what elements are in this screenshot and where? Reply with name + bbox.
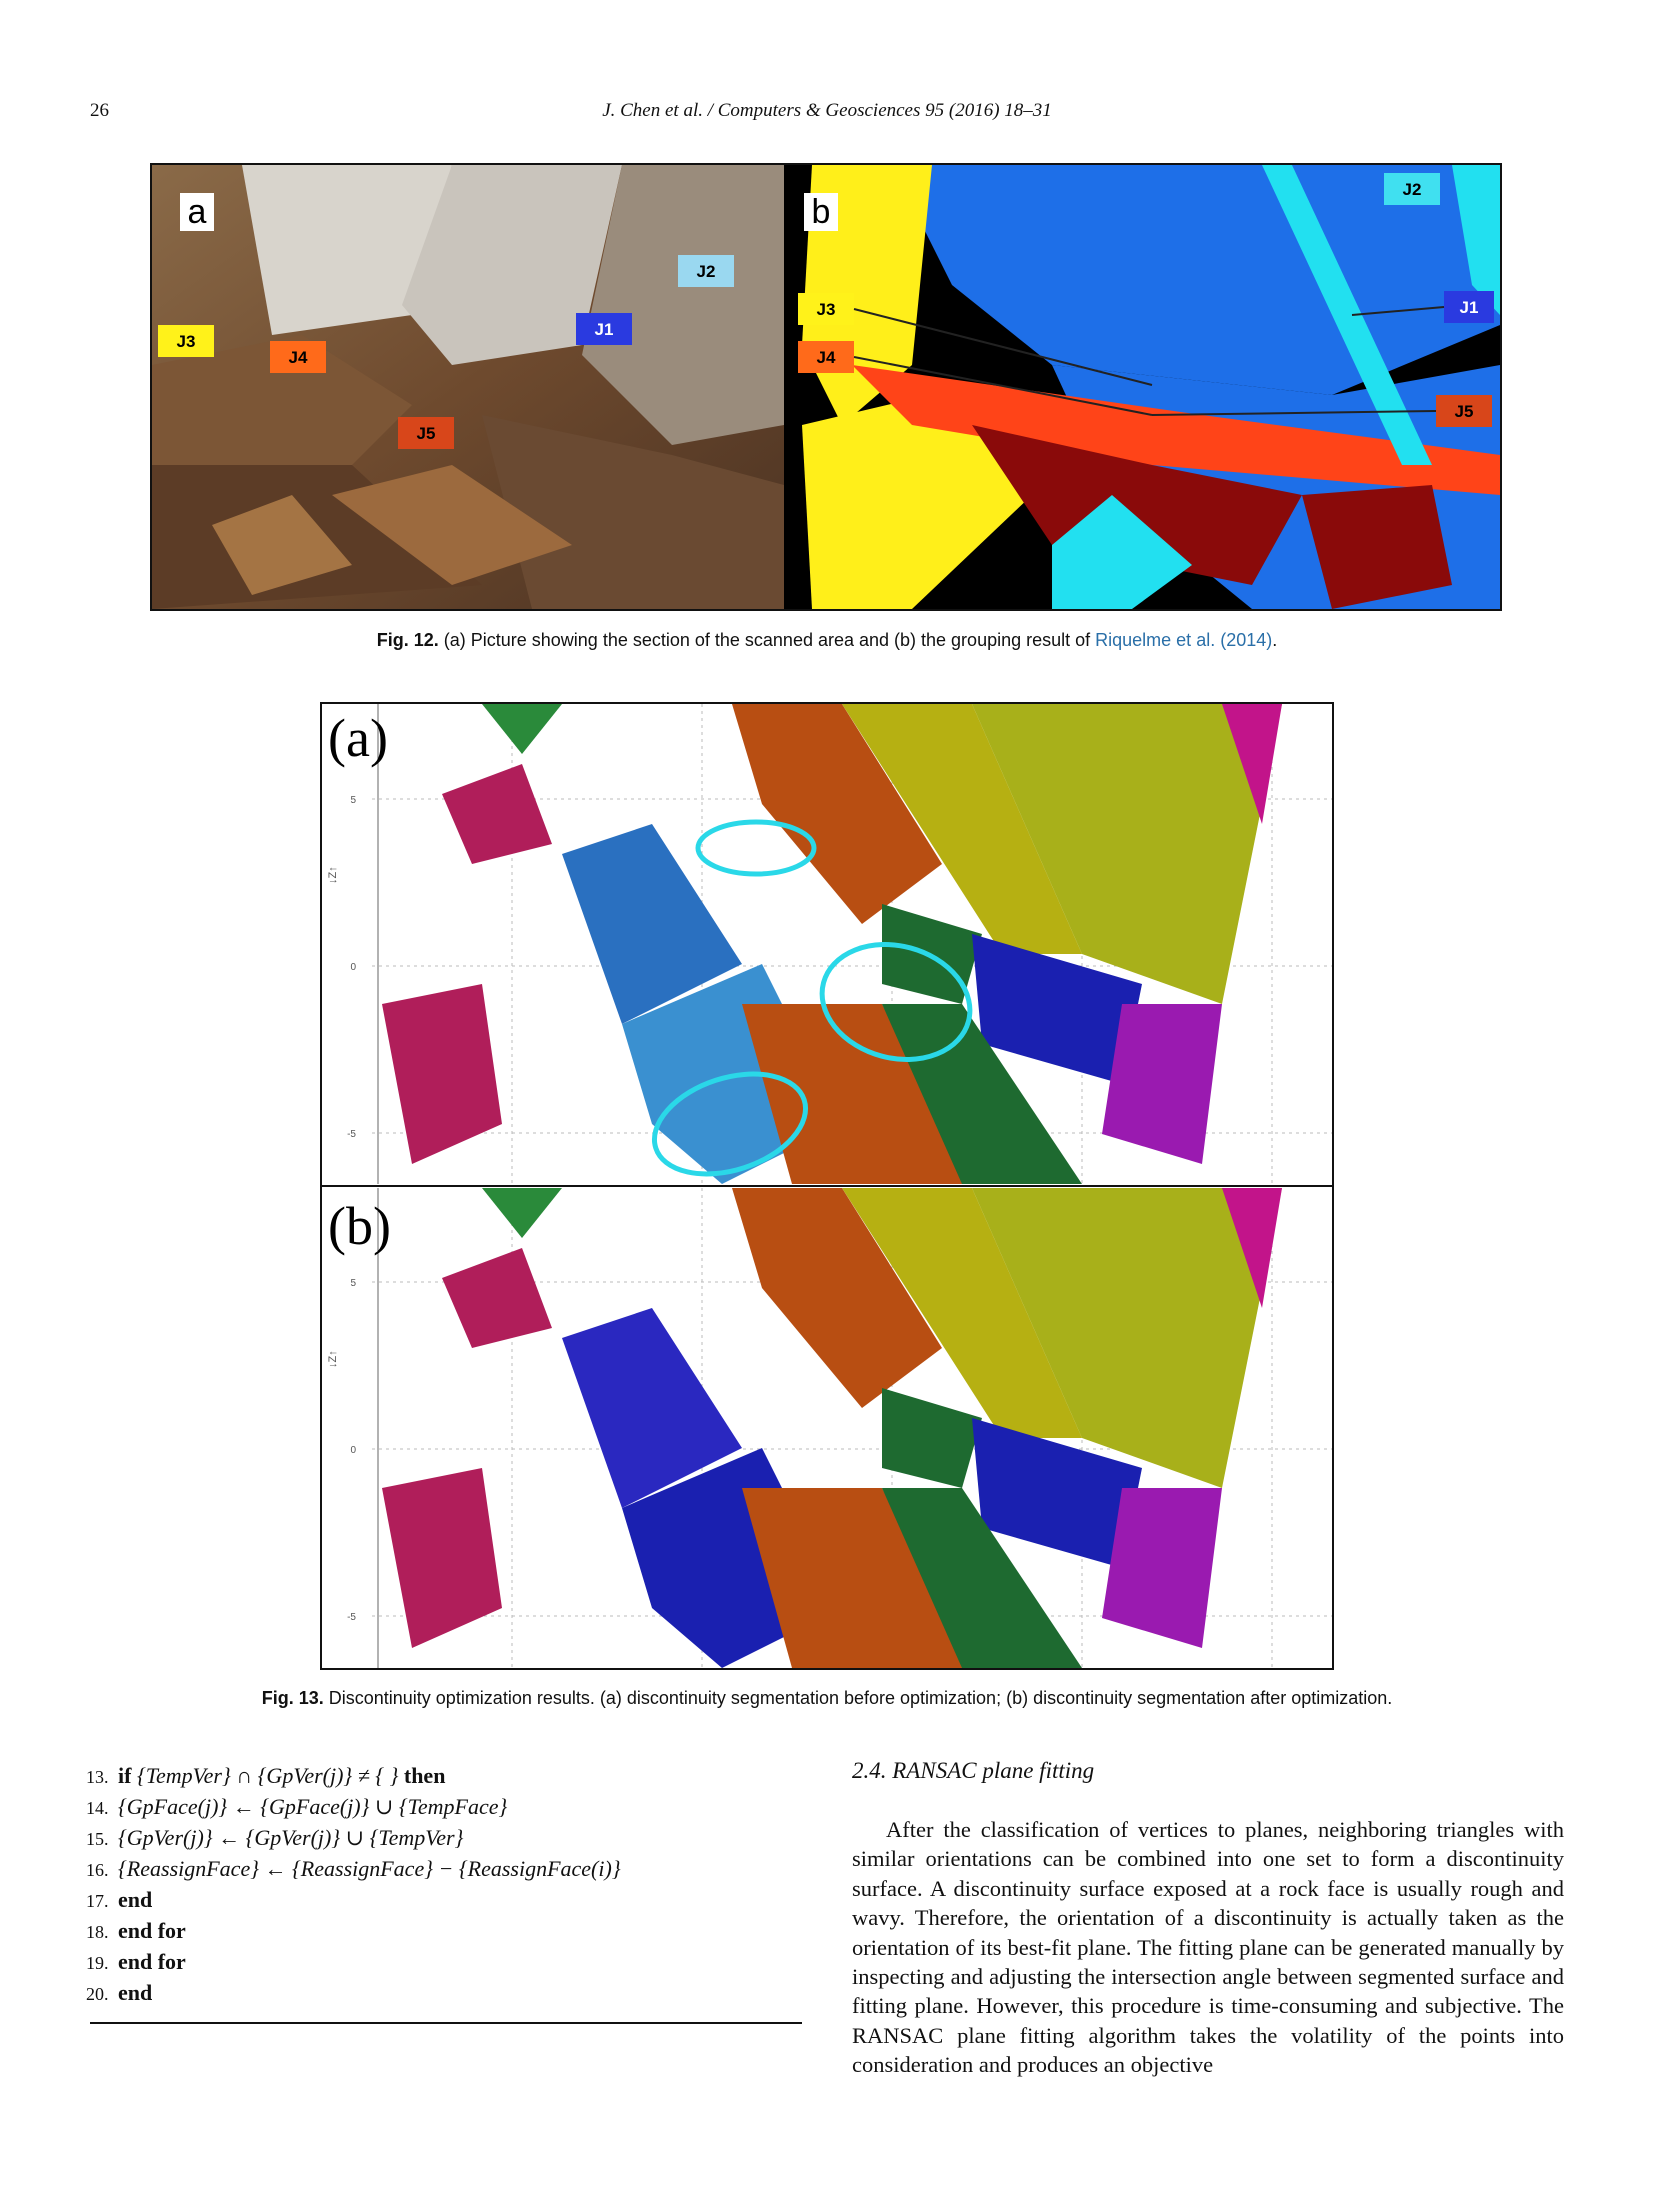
figure-13-image: (a) 5 0 -5 ↓Z↑ [322,704,1332,1668]
algorithm-line: 15. {GpVer(j)} ← {GpVer(j)} ∪ {TempVer} [86,1822,802,1853]
fig13a-tick-0: 0 [350,962,356,973]
algorithm-listing: 13. if {TempVer} ∩ {GpVer(j)} ≠ { } then 1… [86,1760,802,2008]
algorithm-line-number: 20. [86,1984,109,2004]
algorithm-statement: {ReassignFace} ← {ReassignFace} − {Reass… [118,1856,621,1881]
label-b-j2: J2 [1403,180,1422,199]
figure-12: a b J3 J4 J5 J1 J2 J2 J1 J3 J4 J5 [150,163,1502,611]
panel-b-label: b [812,193,831,231]
fig13b-tick-neg5: -5 [347,1612,356,1623]
algorithm-line-number: 13. [86,1767,109,1787]
label-b-j1: J1 [1460,298,1479,317]
algorithm-statement: {TempVer} ∩ {GpVer(j)} ≠ { } [131,1763,404,1788]
figure-12-caption: Fig. 12. (a) Picture showing the section… [0,630,1654,651]
algorithm-line: 16. {ReassignFace} ← {ReassignFace} − {Re… [86,1853,802,1884]
algorithm-line-number: 15. [86,1829,109,1849]
figure-12-citation-link[interactable]: Riquelme et al. (2014) [1095,630,1273,650]
figure-13-caption-label: Fig. 13. [261,1688,324,1708]
panel-a-label-box [180,193,214,231]
page-number: 26 [90,100,109,121]
figure-12-image: a b J3 J4 J5 J1 J2 J2 J1 J3 J4 J5 [152,165,1500,609]
label-a-j4: J4 [289,348,308,367]
journal-header: J. Chen et al. / Computers & Geosciences… [602,100,1052,121]
label-a-j2: J2 [697,262,716,281]
panel-a-photo [152,165,784,609]
section-body: After the classification of vertices to … [852,1815,1564,2080]
fig13b-tick-0: 0 [350,1445,356,1456]
figure-13-caption-text: Discontinuity optimization results. (a) … [323,1688,1393,1708]
algorithm-line: 18. end for [86,1915,802,1946]
algorithm-statement: {GpVer(j)} ← {GpVer(j)} ∪ {TempVer} [118,1825,464,1850]
panel-a-segmentation: (a) 5 0 -5 ↓Z↑ [327,704,1332,1184]
algorithm-keyword: if [118,1763,132,1788]
algorithm-line-number: 19. [86,1953,109,1973]
algorithm-keyword: end [118,1887,153,1912]
panel-b-segmentation: (b) 5 0 -5 ↓Z↑ [327,1188,1332,1668]
algorithm-keyword: end for [118,1949,186,1974]
panel-b-label-box [804,193,838,231]
section-title: 2.4. RANSAC plane fitting [852,1758,1095,1783]
algorithm-line: 20. end [86,1977,802,2008]
algorithm-line: 19. end for [86,1946,802,1977]
algorithm-statement: {GpFace(j)} ← {GpFace(j)} ∪ {TempFace} [118,1794,508,1819]
algorithm-keyword: end for [118,1918,186,1943]
algorithm-line: 17. end [86,1884,802,1915]
figure-12-caption-text: (a) Picture showing the section of the s… [438,630,1096,650]
fig13-panel-a-label: (a) [328,708,388,768]
algorithm-line: 13. if {TempVer} ∩ {GpVer(j)} ≠ { } then [86,1760,802,1791]
figure-12-caption-end: . [1272,630,1278,650]
label-b-j5: J5 [1455,402,1474,421]
panel-b-grouping [784,165,1500,609]
label-a-j1: J1 [595,320,614,339]
figure-12-caption-label: Fig. 12. [376,630,439,650]
algorithm-line-number: 16. [86,1860,109,1880]
panel-a-label: a [188,193,207,231]
algorithm-line-number: 17. [86,1891,109,1911]
fig13-panel-b-label: (b) [328,1196,391,1256]
figure-13-caption: Fig. 13. Discontinuity optimization resu… [0,1688,1654,1709]
label-a-j5: J5 [417,424,436,443]
section-paragraph: After the classification of vertices to … [852,1817,1564,2078]
fig13a-tick-5: 5 [350,795,356,806]
figure-13: (a) 5 0 -5 ↓Z↑ [320,702,1334,1670]
fig13a-tick-neg5: -5 [347,1129,356,1140]
label-b-j4: J4 [817,348,836,367]
algorithm-bottom-rule [90,2022,802,2024]
fig13a-axis-label: ↓Z↑ [327,866,339,884]
fig13b-axis-label: ↓Z↑ [327,1350,339,1368]
algorithm-line: 14. {GpFace(j)} ← {GpFace(j)} ∪ {TempFace… [86,1791,802,1822]
algorithm-line-number: 18. [86,1922,109,1942]
algorithm-keyword: then [403,1763,446,1788]
fig13b-tick-5: 5 [350,1278,356,1289]
algorithm-keyword: end [118,1980,153,2005]
label-b-j3: J3 [817,300,836,319]
algorithm-line-number: 14. [86,1798,109,1818]
label-a-j3: J3 [177,332,196,351]
